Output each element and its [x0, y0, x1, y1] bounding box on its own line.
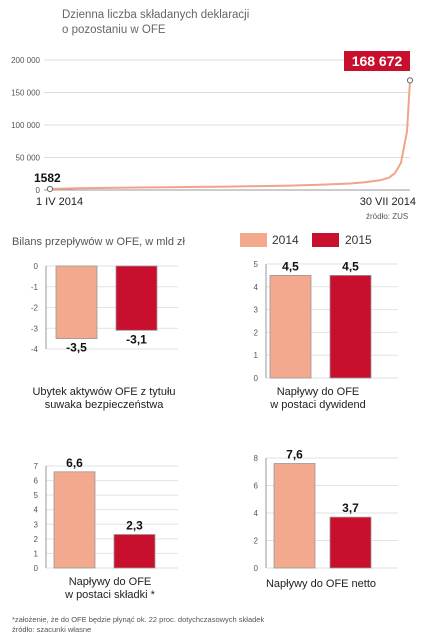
caption-dywidendy-line1: Napływy do OFE — [276, 386, 360, 398]
bar-2014 — [273, 463, 316, 569]
y-tick-label: 0 — [254, 374, 259, 383]
y-tick-label: -1 — [31, 283, 39, 292]
footnote-line2: źródło: szacunki własne — [12, 625, 92, 634]
legend-label-2014: 2014 — [272, 233, 299, 247]
y-tick-label: 0 — [254, 564, 259, 573]
y-tick-label: 4 — [34, 506, 39, 515]
legend-swatch-2015 — [312, 233, 339, 247]
bar-charts: 0 -1 -2 -3 -4 -3,5 -3,1 0 1 2 3 4 5 4,5 4,5 0 1 2 3 4 5 6 7 6,6… — [31, 259, 398, 573]
caption-netto-line1: Napływy do OFE netto — [265, 578, 377, 590]
y-tick-label: 50 000 — [16, 154, 41, 163]
y-tick-label: 200 000 — [11, 56, 40, 65]
legend-label-2015: 2015 — [345, 233, 372, 247]
y-tick-label: 2 — [34, 535, 39, 544]
footnote-line1: *założenie, że do OFE będzie płynąć ok. … — [12, 615, 265, 624]
bar-value-label: 3,7 — [342, 501, 359, 515]
end-value-label: 168 672 — [352, 53, 403, 69]
caption-skladka-line2: w postaci składki * — [65, 589, 155, 601]
bar-2015 — [113, 534, 156, 569]
y-tick-label: -3 — [31, 324, 39, 333]
bar-2015 — [329, 274, 372, 379]
bar-value-label: 4,5 — [282, 259, 299, 273]
caption-dywidendy-line2: w postaci dywidend — [270, 399, 366, 411]
bar-value-label: 4,5 — [342, 259, 359, 273]
source-label: źródło: ZUS — [366, 212, 409, 221]
y-tick-label: 7 — [34, 462, 39, 471]
y-tick-label: 1 — [254, 351, 259, 360]
y-tick-label: 4 — [254, 509, 259, 518]
y-tick-label: 6 — [254, 482, 259, 491]
bar-value-label: 6,6 — [66, 456, 83, 470]
bar-2015 — [329, 516, 372, 569]
y-tick-label: -2 — [31, 304, 39, 313]
bar-value-label: 2,3 — [126, 518, 143, 532]
end-value-badge — [344, 51, 410, 71]
y-tick-label: 4 — [254, 283, 259, 292]
start-value-label: 1582 — [34, 171, 61, 185]
top-chart-title-line2: o pozostaniu w OFE — [62, 24, 166, 36]
caption-suwak-line2: suwaka bezpieczeństwa — [44, 399, 164, 411]
y-tick-label: 1 — [34, 549, 39, 558]
caption-skladka-line1: Napływy do OFE — [68, 576, 152, 588]
caption-netto: Napływy do OFE netto — [236, 578, 406, 591]
y-tick-label: 0 — [36, 186, 41, 195]
bar-value-label: 7,6 — [286, 448, 303, 462]
bar-value-label: -3,5 — [66, 341, 87, 355]
caption-suwak-line1: Ubytek aktywów OFE z tytułu — [32, 386, 176, 398]
y-tick-label: 8 — [254, 454, 259, 463]
start-point-marker — [46, 185, 54, 193]
y-tick-label: 100 000 — [11, 121, 40, 130]
bar-2014 — [55, 265, 98, 340]
y-tick-label: 5 — [34, 491, 39, 500]
bar-2015 — [115, 265, 158, 331]
caption-skladka: Napływy do OFE w postaci składki * — [30, 576, 190, 602]
top-chart-title: Dzienna liczba składanych deklaracji o p… — [62, 8, 249, 38]
footnote: *założenie, że do OFE będzie płynąć ok. … — [12, 615, 264, 635]
y-tick-label: 6 — [34, 477, 39, 486]
bar-2014 — [269, 274, 312, 379]
y-tick-label: 0 — [34, 564, 39, 573]
x-end-date: 30 VII 2014 — [360, 196, 416, 208]
series-line — [49, 80, 411, 190]
caption-suwak: Ubytek aktywów OFE z tytułu suwaka bezpi… — [14, 386, 194, 412]
legend-title: Bilans przepływów w OFE, w mld zł — [12, 236, 185, 248]
y-tick-label: 3 — [34, 520, 39, 529]
y-tick-label: 2 — [254, 328, 259, 337]
y-tick-label: 5 — [254, 260, 259, 269]
bar-2014 — [53, 471, 96, 569]
end-point-marker — [406, 77, 414, 84]
legend-swatch-2014 — [240, 233, 267, 247]
x-start-date: 1 IV 2014 — [36, 196, 83, 208]
y-tick-label: 150 000 — [11, 89, 40, 98]
y-tick-label: 0 — [34, 262, 39, 271]
top-chart-title-line1: Dzienna liczba składanych deklaracji — [62, 9, 250, 21]
caption-dywidendy: Napływy do OFE w postaci dywidend — [238, 386, 398, 412]
y-tick-label: 2 — [254, 537, 259, 546]
y-tick-label: -4 — [31, 345, 39, 354]
bar-value-label: -3,1 — [126, 332, 147, 346]
y-tick-label: 3 — [254, 306, 259, 315]
